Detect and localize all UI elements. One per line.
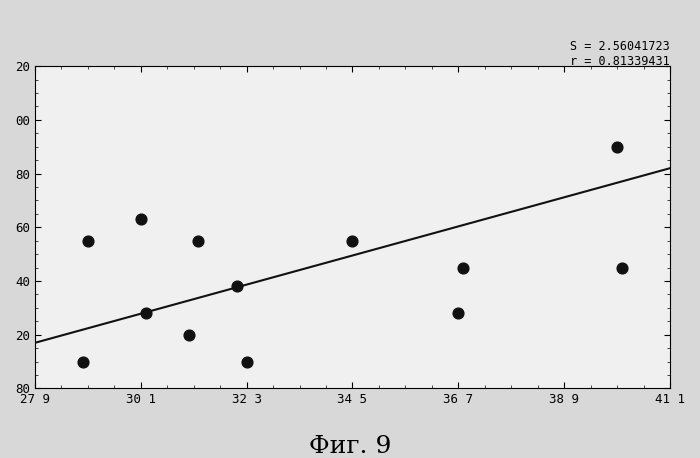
Text: S = 2.56041723
r = 0.81339431: S = 2.56041723 r = 0.81339431 [570, 40, 670, 68]
Point [453, 310, 464, 317]
Point [612, 143, 623, 150]
Point [458, 264, 469, 271]
Point [232, 283, 243, 290]
Point [140, 310, 151, 317]
Point [241, 358, 252, 365]
Point [78, 358, 89, 365]
Point [183, 331, 195, 338]
Point [135, 216, 146, 223]
Point [616, 264, 627, 271]
Point [82, 237, 93, 245]
Point [193, 237, 204, 245]
Point [346, 237, 358, 245]
Text: Фиг. 9: Фиг. 9 [309, 436, 391, 458]
